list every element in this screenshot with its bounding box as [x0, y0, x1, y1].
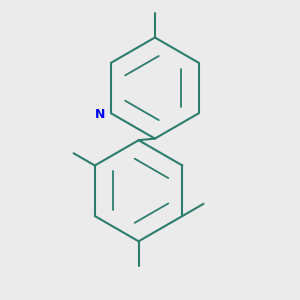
Text: N: N	[95, 108, 105, 122]
